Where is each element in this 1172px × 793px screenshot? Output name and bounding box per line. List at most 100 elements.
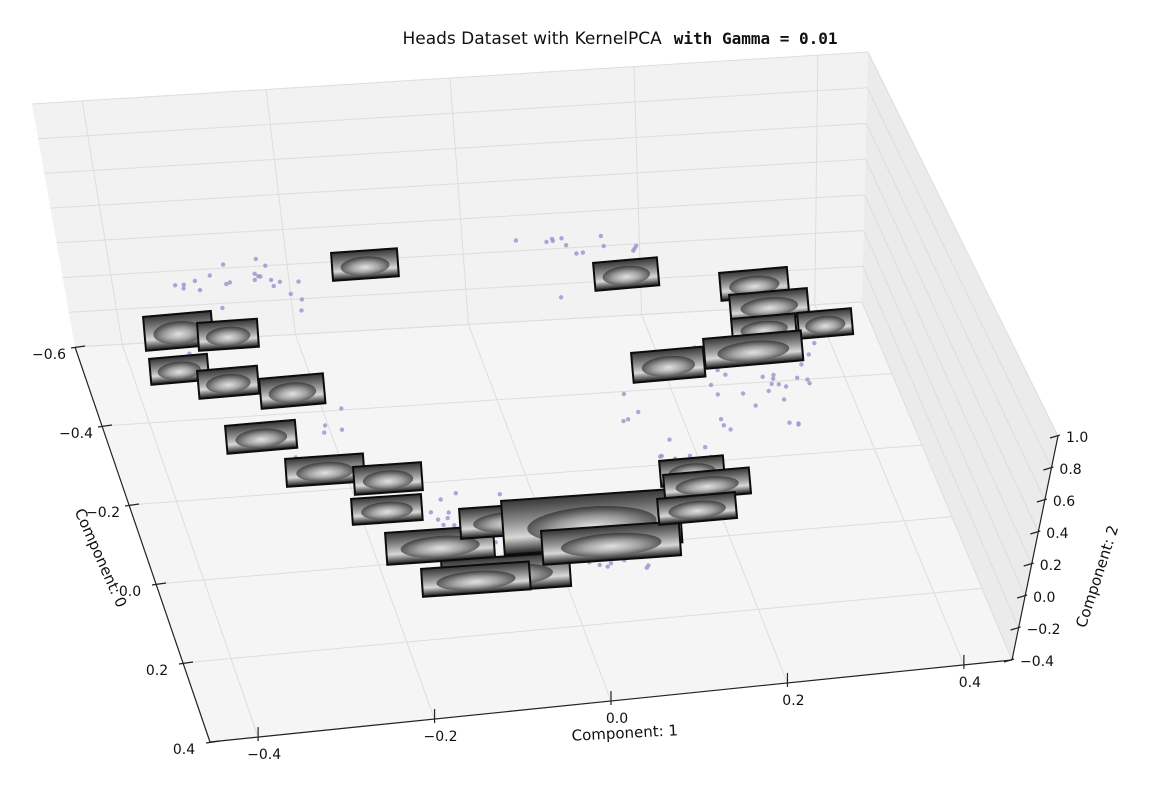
y-tick-label: 0.0: [606, 711, 628, 727]
x-tick: [151, 582, 167, 586]
data-point: [625, 417, 631, 422]
data-point: [708, 382, 714, 388]
face-thumbnail: [540, 520, 683, 566]
x-tick-label: −0.6: [32, 347, 66, 363]
x-tick-label: −0.4: [59, 426, 93, 442]
z-tick: [1016, 594, 1028, 599]
data-point: [659, 453, 664, 459]
data-point: [322, 430, 327, 435]
data-point: [513, 238, 519, 243]
data-point: [224, 281, 229, 287]
grid-line-z: [56, 194, 1033, 565]
z-tick-label: 0.8: [1059, 462, 1081, 478]
thumbnail-face: [805, 315, 846, 334]
thumbnail-face: [668, 500, 726, 520]
y-tick-label: −0.4: [247, 747, 281, 763]
data-point: [687, 453, 693, 458]
z-tick-label: 0.2: [1040, 558, 1062, 574]
thumbnail-face: [729, 275, 780, 296]
z-tick-label: 0.4: [1046, 526, 1068, 542]
face-thumbnail: [592, 256, 661, 292]
image-thumbnails: [142, 247, 855, 598]
y-tick-label: 0.2: [782, 693, 804, 709]
x-axis-line: [74, 346, 211, 743]
data-point: [771, 372, 776, 378]
chart-title-main: Heads Dataset with KernelPCA: [402, 29, 662, 49]
x-tick: [205, 740, 221, 744]
data-point: [771, 376, 776, 381]
data-point: [299, 308, 304, 313]
x-tick: [178, 661, 194, 665]
data-point: [288, 291, 293, 297]
data-point: [753, 403, 758, 408]
data-point: [268, 277, 274, 283]
axis-lines: [70, 345, 1061, 744]
data-point: [787, 420, 792, 425]
data-point: [621, 391, 627, 397]
data-point: [172, 283, 178, 288]
z-axis-line: [1011, 435, 1059, 661]
data-point: [783, 384, 789, 389]
face-thumbnail: [196, 364, 261, 400]
data-point: [799, 362, 804, 367]
face-thumbnail: [420, 560, 532, 598]
data-point: [605, 564, 610, 569]
face-thumbnail: [796, 307, 855, 340]
data-point: [252, 271, 257, 276]
grid-line-z: [31, 51, 1059, 437]
face-thumbnail: [258, 372, 327, 410]
data-point: [252, 277, 257, 283]
data-point: [207, 273, 212, 278]
data-point: [322, 423, 328, 428]
data-point: [580, 250, 586, 255]
x-axis-label: Component: 0: [71, 506, 131, 611]
face-thumbnail: [284, 452, 366, 488]
data-point: [438, 497, 443, 502]
data-point: [181, 282, 186, 287]
z-tick: [1030, 530, 1041, 535]
grid-line-z: [62, 230, 1026, 597]
thumbnail-face: [206, 373, 251, 394]
face-thumbnail: [656, 491, 739, 526]
y-tick-label: 0.4: [959, 675, 981, 691]
face-thumbnail: [630, 345, 707, 384]
data-point: [766, 388, 771, 394]
side-pane: [862, 52, 1058, 660]
data-point: [497, 492, 502, 497]
data-point: [253, 256, 258, 262]
x-tick-label: 0.0: [119, 584, 141, 600]
thumbnail-face: [740, 297, 798, 317]
thumbnail-face: [205, 326, 251, 346]
x-tick-label: 0.4: [173, 742, 195, 758]
chart-title: Heads Dataset with KernelPCA with Gamma …: [402, 29, 837, 49]
data-point: [339, 406, 344, 411]
thumbnail-face: [361, 501, 413, 520]
face-thumbnail: [196, 317, 260, 352]
data-point: [805, 377, 810, 382]
data-point: [598, 233, 604, 239]
data-point: [644, 565, 649, 570]
data-point: [715, 367, 720, 373]
tick-labels: −0.6 −0.4 −0.2 0.0 0.2 0.4 −0.4 −0.2 0.0 0.2 0.4 −0…: [32, 347, 1088, 763]
z-tick-label: 0.0: [1033, 590, 1055, 606]
data-point: [296, 279, 301, 284]
data-point: [277, 279, 283, 284]
data-point: [181, 286, 186, 291]
data-point: [812, 341, 817, 346]
data-point: [299, 297, 305, 302]
data-point: [197, 287, 203, 293]
thumbnail-face: [436, 570, 516, 591]
thumbnail-face: [153, 320, 204, 345]
data-point: [703, 445, 708, 450]
data-point: [263, 263, 268, 268]
thumbnail-face: [157, 361, 201, 380]
thumbnail-face: [560, 532, 662, 557]
z-axis-label: Component: 2: [1072, 523, 1122, 630]
x-tick-label: −0.2: [86, 505, 120, 521]
data-point: [796, 422, 801, 427]
data-point: [601, 243, 606, 249]
x-tick: [124, 503, 140, 507]
chart-title-suffix: with Gamma = 0.01: [674, 29, 838, 48]
data-point: [807, 381, 812, 386]
data-point: [445, 515, 450, 521]
